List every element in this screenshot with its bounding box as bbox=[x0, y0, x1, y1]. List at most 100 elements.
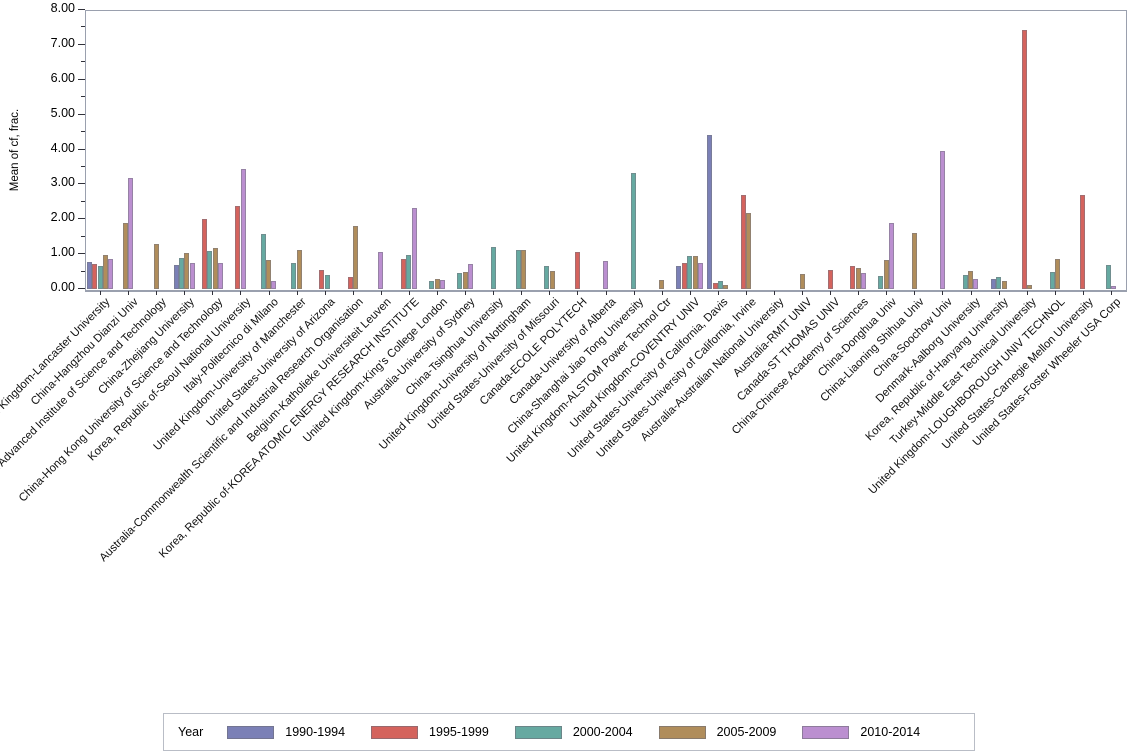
bar[interactable] bbox=[347, 276, 353, 289]
bar[interactable] bbox=[883, 259, 889, 289]
legend-item[interactable]: 2005-2009 bbox=[658, 725, 776, 739]
legend-item[interactable]: 2000-2004 bbox=[514, 725, 633, 739]
y-tick-mark bbox=[81, 270, 85, 272]
bar[interactable] bbox=[122, 222, 128, 289]
bar[interactable] bbox=[698, 263, 704, 289]
bar[interactable] bbox=[201, 219, 207, 289]
bar[interactable] bbox=[1049, 271, 1055, 289]
bar[interactable] bbox=[179, 257, 185, 289]
bar[interactable] bbox=[968, 270, 974, 289]
bar[interactable] bbox=[962, 275, 968, 289]
bar[interactable] bbox=[86, 261, 92, 289]
bar[interactable] bbox=[1111, 285, 1117, 289]
bar[interactable] bbox=[850, 265, 856, 289]
bar[interactable] bbox=[799, 274, 805, 289]
bar[interactable] bbox=[439, 280, 445, 289]
bar[interactable] bbox=[681, 262, 687, 289]
bar[interactable] bbox=[712, 283, 718, 289]
bar[interactable] bbox=[102, 254, 108, 289]
bar[interactable] bbox=[1026, 284, 1032, 289]
bar[interactable] bbox=[602, 261, 608, 289]
bar[interactable] bbox=[212, 247, 218, 289]
bar[interactable] bbox=[490, 247, 496, 289]
bar[interactable] bbox=[457, 273, 463, 289]
bar[interactable] bbox=[973, 278, 979, 289]
x-axis-label: Korea, Republic of-KOREA ATOMIC ENERGY R… bbox=[156, 296, 422, 561]
bar[interactable] bbox=[189, 262, 195, 289]
bar[interactable] bbox=[1054, 259, 1060, 289]
bar[interactable] bbox=[861, 272, 867, 289]
bar[interactable] bbox=[235, 206, 241, 289]
bar[interactable] bbox=[718, 281, 724, 289]
legend-item[interactable]: 1990-1994 bbox=[227, 725, 345, 739]
bar[interactable] bbox=[184, 253, 190, 289]
bar[interactable] bbox=[574, 251, 580, 289]
bar[interactable] bbox=[855, 268, 861, 289]
x-axis-label: United Kingdom-University of Manchester bbox=[151, 296, 310, 454]
bar[interactable] bbox=[128, 178, 134, 289]
bar[interactable] bbox=[631, 172, 637, 289]
bar[interactable] bbox=[411, 208, 417, 289]
bar[interactable] bbox=[406, 254, 412, 289]
y-tick-mark bbox=[81, 61, 85, 63]
bar[interactable] bbox=[260, 233, 266, 289]
legend-item[interactable]: 2010-2014 bbox=[802, 725, 920, 739]
bar[interactable] bbox=[324, 275, 330, 289]
x-tick-mark bbox=[324, 291, 326, 295]
bar[interactable] bbox=[207, 250, 213, 289]
bar[interactable] bbox=[217, 262, 223, 289]
bar[interactable] bbox=[153, 243, 159, 289]
x-tick-mark bbox=[521, 291, 523, 295]
bar-group bbox=[760, 10, 788, 289]
bar[interactable] bbox=[996, 277, 1002, 289]
bar[interactable] bbox=[1021, 30, 1027, 289]
bar[interactable] bbox=[516, 249, 522, 289]
bar[interactable] bbox=[889, 222, 895, 289]
bar[interactable] bbox=[827, 269, 833, 289]
bar[interactable] bbox=[687, 256, 693, 289]
bar[interactable] bbox=[401, 259, 407, 289]
bar[interactable] bbox=[173, 264, 179, 289]
bar[interactable] bbox=[740, 194, 746, 289]
bar[interactable] bbox=[723, 284, 729, 289]
legend-item[interactable]: 1995-1999 bbox=[371, 725, 489, 739]
legend-item-label: 2000-2004 bbox=[572, 725, 633, 739]
bar[interactable] bbox=[467, 263, 473, 289]
bar[interactable] bbox=[549, 270, 555, 289]
bar[interactable] bbox=[352, 226, 358, 289]
bar[interactable] bbox=[271, 281, 277, 289]
bar[interactable] bbox=[108, 259, 114, 289]
bar[interactable] bbox=[266, 260, 272, 289]
bar[interactable] bbox=[692, 256, 698, 289]
bar-group bbox=[872, 10, 900, 289]
x-axis-label: United States-University of Missouri bbox=[425, 296, 562, 433]
bar[interactable] bbox=[676, 265, 682, 289]
x-tick-mark bbox=[802, 291, 804, 295]
bar[interactable] bbox=[378, 252, 384, 289]
x-tick-mark bbox=[268, 291, 270, 295]
bar[interactable] bbox=[707, 134, 713, 289]
x-tick-mark bbox=[465, 291, 467, 295]
bar[interactable] bbox=[1001, 281, 1007, 289]
y-tick-mark bbox=[78, 253, 85, 255]
bar[interactable] bbox=[878, 275, 884, 289]
bar[interactable] bbox=[939, 150, 945, 289]
bar[interactable] bbox=[544, 265, 550, 289]
bar[interactable] bbox=[911, 233, 917, 289]
x-tick-mark bbox=[886, 291, 888, 295]
bar[interactable] bbox=[462, 271, 468, 289]
bar[interactable] bbox=[746, 212, 752, 289]
bar[interactable] bbox=[97, 265, 103, 289]
bar[interactable] bbox=[319, 270, 325, 289]
bar[interactable] bbox=[990, 279, 996, 289]
bar[interactable] bbox=[429, 281, 435, 289]
bar[interactable] bbox=[291, 262, 297, 289]
bar[interactable] bbox=[92, 263, 98, 289]
bar[interactable] bbox=[659, 279, 665, 289]
bar[interactable] bbox=[521, 249, 527, 289]
bar[interactable] bbox=[1105, 265, 1111, 289]
bar[interactable] bbox=[296, 249, 302, 289]
bar[interactable] bbox=[1080, 194, 1086, 289]
bar[interactable] bbox=[434, 278, 440, 289]
bar[interactable] bbox=[240, 169, 246, 289]
